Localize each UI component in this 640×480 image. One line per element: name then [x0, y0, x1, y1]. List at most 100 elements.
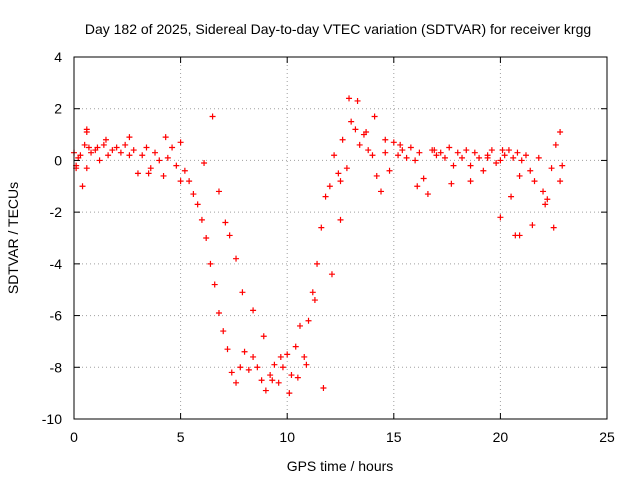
data-point	[529, 222, 536, 229]
data-point	[441, 154, 448, 161]
data-point	[335, 170, 342, 177]
data-point	[258, 377, 265, 384]
data-point	[382, 136, 389, 143]
data-point	[493, 160, 500, 167]
data-point	[348, 118, 355, 125]
data-point	[416, 149, 423, 156]
data-point	[88, 149, 95, 156]
data-point	[467, 162, 474, 169]
data-point	[557, 178, 564, 185]
data-point	[373, 172, 380, 179]
data-point	[164, 154, 171, 161]
grid	[74, 57, 607, 419]
y-tick-label: 0	[54, 152, 62, 168]
data-point	[540, 188, 547, 195]
y-tick-label: -8	[50, 359, 63, 375]
data-point	[201, 160, 208, 167]
data-point	[241, 348, 248, 355]
data-point	[83, 165, 90, 172]
data-point	[311, 297, 318, 304]
data-point	[262, 387, 269, 394]
data-point	[77, 152, 84, 159]
data-point	[269, 377, 276, 384]
data-point	[369, 152, 376, 159]
data-point	[437, 149, 444, 156]
data-point	[365, 147, 372, 154]
data-point	[331, 152, 338, 159]
data-point	[518, 157, 525, 164]
data-point	[292, 343, 299, 350]
data-point	[250, 353, 257, 360]
data-point	[318, 224, 325, 231]
data-point	[277, 353, 284, 360]
y-tick-label: -4	[50, 256, 63, 272]
data-point	[194, 201, 201, 208]
data-point	[378, 188, 385, 195]
data-point	[542, 201, 549, 208]
data-point	[145, 170, 152, 177]
data-point	[499, 147, 506, 154]
data-point	[433, 152, 440, 159]
data-point	[100, 141, 107, 148]
data-point	[514, 149, 521, 156]
data-point	[371, 113, 378, 120]
data-point	[233, 379, 240, 386]
data-point	[448, 180, 455, 187]
plot-border	[73, 56, 608, 420]
data-point	[328, 271, 335, 278]
data-point	[245, 366, 252, 373]
data-point	[450, 162, 457, 169]
data-point	[294, 374, 301, 381]
data-point	[126, 152, 133, 159]
data-point	[516, 232, 523, 239]
data-point	[557, 128, 564, 135]
data-point	[286, 390, 293, 397]
data-point	[85, 144, 92, 151]
data-point	[476, 154, 483, 161]
data-point	[271, 361, 278, 368]
data-point	[207, 260, 214, 267]
data-point	[505, 147, 512, 154]
data-point	[81, 141, 88, 148]
data-point	[508, 193, 515, 200]
data-point	[484, 154, 491, 161]
data-point	[239, 289, 246, 296]
data-point	[559, 162, 566, 169]
data-point	[510, 154, 517, 161]
data-point	[109, 147, 116, 154]
data-point	[169, 144, 176, 151]
data-point	[395, 152, 402, 159]
data-point	[390, 139, 397, 146]
data-point	[488, 147, 495, 154]
data-point	[181, 167, 188, 174]
data-point	[220, 328, 227, 335]
data-point	[147, 165, 154, 172]
data-point	[102, 136, 109, 143]
x-tick-label: 0	[70, 429, 78, 445]
data-point	[279, 364, 286, 371]
data-point	[399, 147, 406, 154]
data-point	[173, 162, 180, 169]
data-point	[531, 178, 538, 185]
data-point	[79, 183, 86, 190]
data-point	[83, 126, 90, 133]
data-point	[211, 281, 218, 288]
data-point	[354, 97, 361, 104]
data-point	[527, 167, 534, 174]
data-points	[71, 95, 566, 397]
data-point	[548, 165, 555, 172]
data-point	[522, 152, 529, 159]
data-point	[226, 232, 233, 239]
chart-title: Day 182 of 2025, Sidereal Day-to-day VTE…	[85, 21, 591, 37]
data-point	[113, 144, 120, 151]
data-point	[314, 260, 321, 267]
x-tick-label: 15	[386, 429, 402, 445]
y-tick-label: 4	[54, 49, 62, 65]
data-point	[424, 191, 431, 198]
y-tick-label: -2	[50, 204, 63, 220]
data-point	[209, 113, 216, 120]
data-point	[454, 149, 461, 156]
data-point	[162, 134, 169, 141]
y-tick-label: -10	[42, 411, 62, 427]
data-point	[139, 152, 146, 159]
